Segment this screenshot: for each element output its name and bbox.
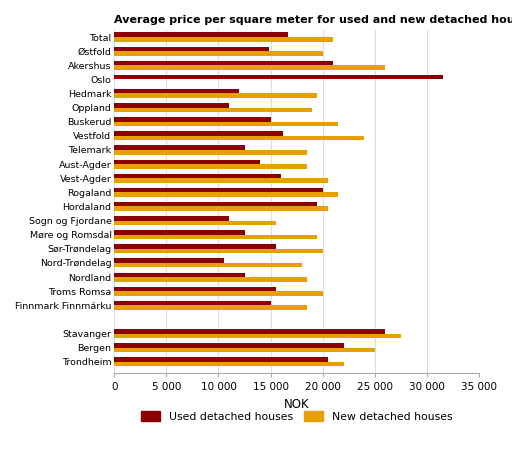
Bar: [114, 277, 307, 281]
Bar: [114, 33, 288, 37]
Bar: [114, 235, 317, 239]
Bar: [114, 122, 338, 126]
Bar: [114, 51, 323, 56]
Bar: [114, 94, 317, 98]
Bar: [114, 193, 338, 197]
X-axis label: NOK: NOK: [284, 398, 309, 411]
Bar: [114, 150, 307, 155]
Bar: [114, 61, 333, 65]
Bar: [114, 287, 276, 291]
Bar: [114, 37, 333, 42]
Bar: [114, 263, 302, 268]
Bar: [114, 245, 276, 249]
Text: Average price per square meter for used and new detached houses. 2008: Average price per square meter for used …: [114, 15, 512, 25]
Bar: [114, 357, 328, 362]
Bar: [114, 159, 260, 164]
Bar: [114, 146, 245, 150]
Bar: [114, 103, 229, 108]
Bar: [114, 65, 385, 70]
Bar: [114, 178, 328, 183]
Bar: [114, 230, 245, 235]
Bar: [114, 174, 281, 178]
Bar: [114, 272, 245, 277]
Bar: [114, 47, 268, 51]
Bar: [114, 75, 442, 79]
Bar: [114, 207, 328, 211]
Bar: [114, 362, 344, 367]
Bar: [114, 164, 307, 169]
Bar: [114, 216, 229, 220]
Bar: [114, 258, 224, 263]
Bar: [114, 333, 401, 338]
Bar: [114, 202, 317, 207]
Bar: [114, 117, 270, 122]
Legend: Used detached houses, New detached houses: Used detached houses, New detached house…: [136, 407, 457, 426]
Bar: [114, 108, 312, 112]
Bar: [114, 301, 270, 306]
Bar: [114, 249, 323, 254]
Bar: [114, 291, 323, 296]
Bar: [114, 220, 276, 225]
Bar: [114, 131, 283, 136]
Bar: [114, 136, 365, 140]
Bar: [114, 343, 344, 348]
Bar: [114, 329, 385, 333]
Bar: [114, 306, 307, 310]
Bar: [114, 188, 323, 193]
Bar: [114, 348, 375, 352]
Bar: [114, 89, 239, 94]
